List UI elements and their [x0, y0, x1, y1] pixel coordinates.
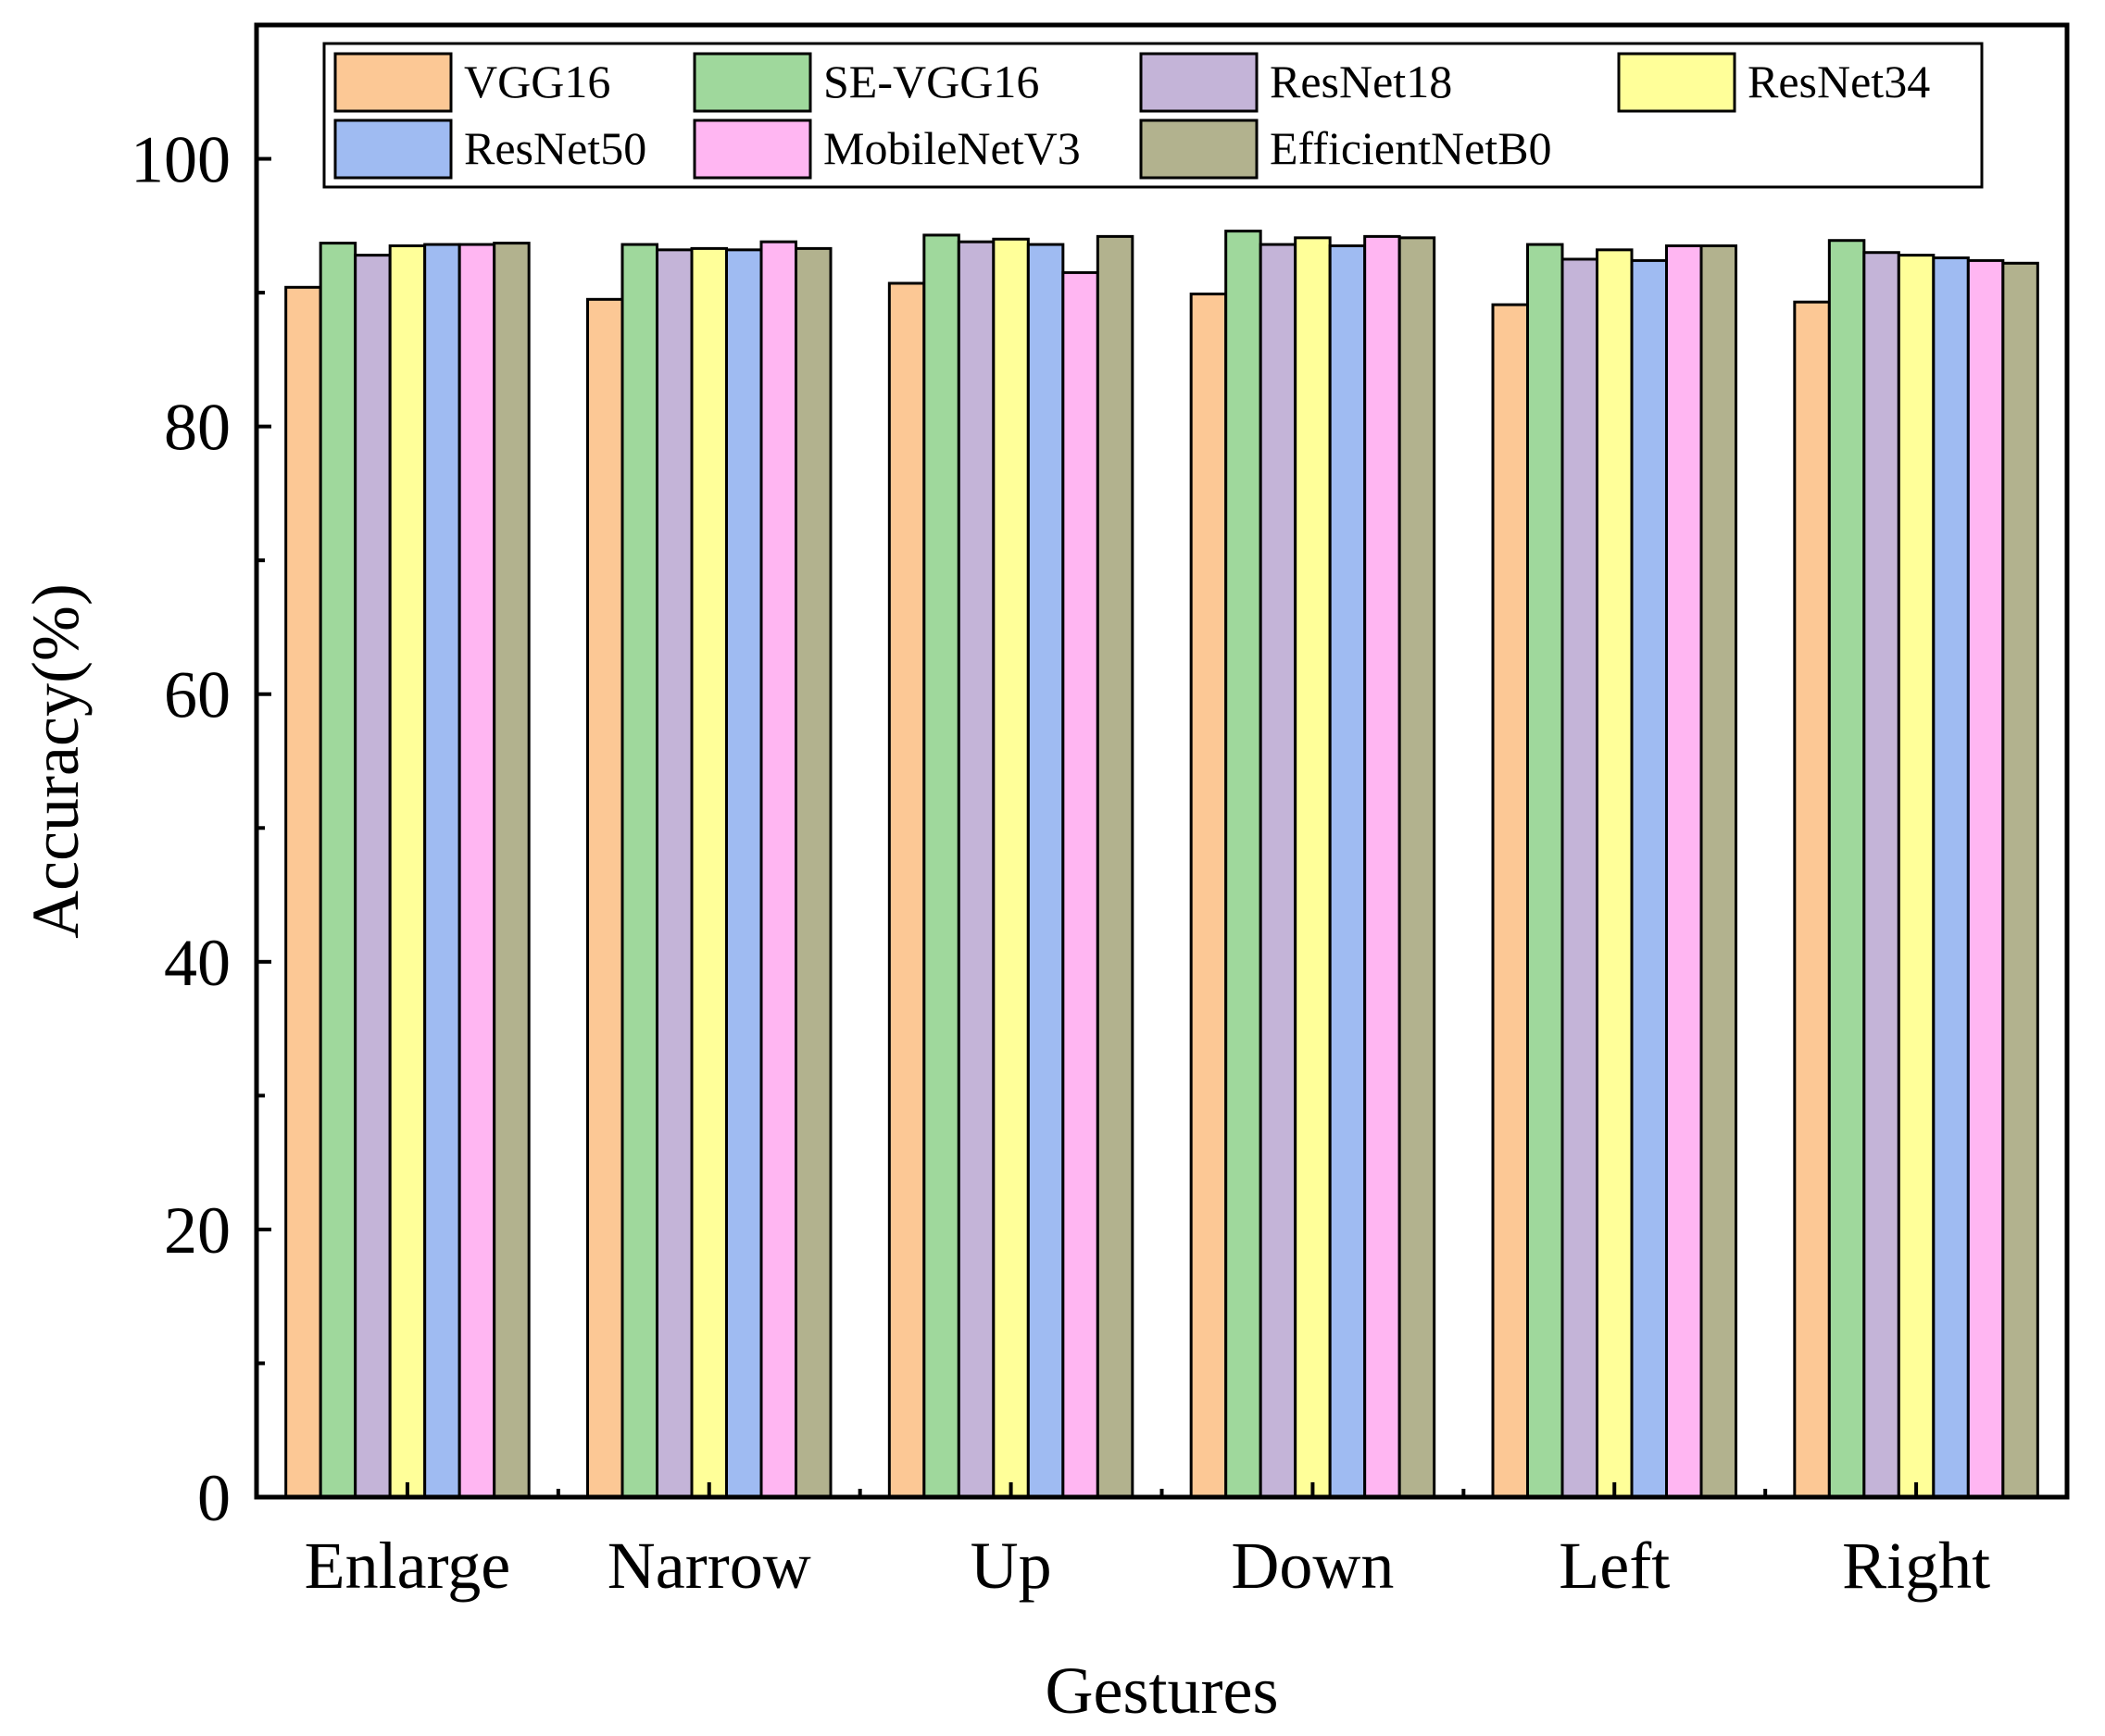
x-ticks-group: Enlarge Narrow Up Down Left Right: [305, 1482, 1990, 1603]
bar-vgg16-enlarge: [284, 285, 322, 1499]
y-tick-label: 20: [164, 1193, 231, 1268]
bar-resnet18-narrow: [656, 248, 694, 1499]
bar-se-vgg16-down: [1224, 230, 1262, 1499]
bar-efficientnetb0-right: [2001, 261, 2039, 1499]
y-tick-label: 0: [197, 1461, 231, 1535]
y-tick-label: 60: [164, 658, 231, 732]
bar-resnet34-enlarge: [388, 244, 427, 1499]
y-tick-label: 40: [164, 926, 231, 1000]
bar-vgg16-left: [1491, 303, 1529, 1499]
bar-resnet18-left: [1560, 257, 1598, 1499]
x-tick-label-enlarge: Enlarge: [305, 1529, 511, 1603]
bar-se-vgg16-enlarge: [319, 242, 357, 1499]
bar-resnet18-down: [1259, 243, 1297, 1499]
legend-swatch-efficientnetb0: [1139, 119, 1259, 180]
legend-swatch-vgg16: [333, 52, 453, 113]
bar-se-vgg16-left: [1526, 243, 1564, 1499]
y-tick-label: 100: [131, 123, 231, 197]
bars-group: [284, 230, 2039, 1499]
x-tick-label-narrow: Narrow: [608, 1529, 811, 1603]
legend-label-se-vgg16: SE-VGG16: [823, 56, 1039, 107]
bar-vgg16-right: [1793, 300, 1831, 1499]
legend-swatch-resnet18: [1139, 52, 1259, 113]
y-ticks-group: 0 20 40 60 80 100: [131, 123, 271, 1535]
bar-mobilenetv3-down: [1363, 234, 1401, 1499]
bar-efficientnetb0-enlarge: [493, 242, 531, 1499]
bar-efficientnetb0-up: [1096, 234, 1134, 1499]
bar-resnet50-up: [1026, 243, 1065, 1499]
bar-mobilenetv3-enlarge: [457, 243, 496, 1499]
legend-label-resnet50: ResNet50: [464, 122, 646, 174]
legend-swatch-resnet50: [333, 119, 453, 180]
bar-vgg16-narrow: [586, 297, 624, 1499]
bar-resnet34-right: [1897, 254, 1936, 1499]
x-tick-label-down: Down: [1231, 1529, 1394, 1603]
y-axis-title: Accuracy(%): [19, 583, 93, 939]
legend-label-mobilenetv3: MobileNetV3: [823, 122, 1081, 174]
bar-resnet50-narrow: [725, 248, 763, 1499]
legend-label-vgg16: VGG16: [464, 56, 610, 107]
legend-swatch-mobilenetv3: [693, 119, 812, 180]
bar-mobilenetv3-narrow: [759, 240, 797, 1499]
bar-vgg16-down: [1189, 293, 1228, 1499]
bar-se-vgg16-up: [922, 233, 960, 1499]
bar-mobilenetv3-right: [1966, 258, 2005, 1499]
y-tick-label: 80: [164, 391, 231, 465]
x-tick-label-left: Left: [1559, 1529, 1670, 1603]
bar-resnet50-down: [1328, 244, 1367, 1499]
bar-se-vgg16-narrow: [620, 243, 658, 1499]
x-tick-label-up: Up: [971, 1529, 1052, 1603]
bar-resnet34-narrow: [690, 246, 728, 1499]
x-tick-label-right: Right: [1842, 1529, 1990, 1603]
legend-swatch-resnet34: [1617, 52, 1736, 113]
bar-resnet50-left: [1630, 258, 1668, 1499]
bar-resnet18-right: [1862, 251, 1900, 1499]
legend-label-resnet34: ResNet34: [1748, 56, 1930, 107]
bar-resnet18-up: [957, 240, 996, 1499]
x-axis-title: Gestures: [1046, 1654, 1279, 1728]
bar-efficientnetb0-narrow: [795, 246, 833, 1499]
bar-vgg16-up: [887, 281, 926, 1499]
bar-resnet18-enlarge: [354, 254, 392, 1499]
bar-efficientnetb0-down: [1397, 236, 1436, 1499]
legend-swatch-se-vgg16: [693, 52, 812, 113]
bar-efficientnetb0-left: [1699, 244, 1737, 1499]
bar-se-vgg16-right: [1827, 239, 1866, 1499]
legend-label-efficientnetb0: EfficientNetB0: [1270, 122, 1552, 174]
bar-resnet50-right: [1932, 256, 1970, 1499]
bar-resnet34-up: [992, 237, 1030, 1499]
bar-mobilenetv3-left: [1665, 244, 1703, 1499]
bar-mobilenetv3-up: [1061, 270, 1099, 1499]
legend-label-resnet18: ResNet18: [1270, 56, 1452, 107]
bar-resnet34-left: [1596, 248, 1634, 1499]
legend: VGG16 SE-VGG16 ResNet18 ResNet34 ResNet50 Mob…: [322, 42, 1984, 189]
bar-resnet50-enlarge: [423, 243, 461, 1499]
bar-resnet34-down: [1294, 236, 1332, 1499]
